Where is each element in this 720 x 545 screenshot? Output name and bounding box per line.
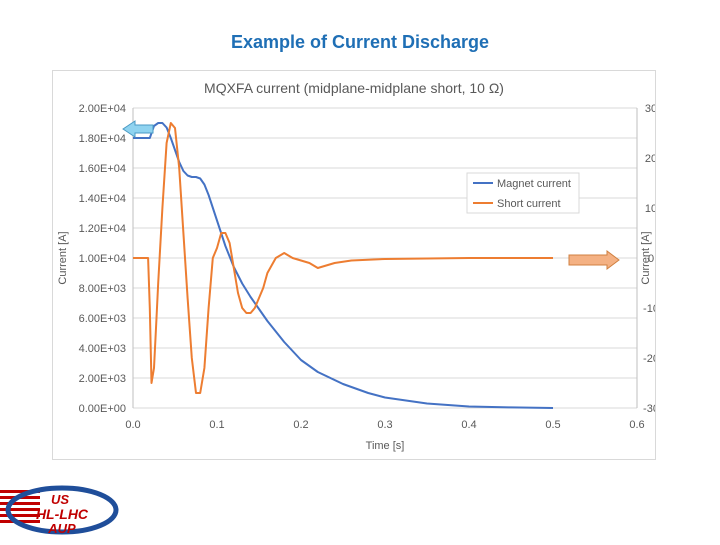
x-tick: 0.1 (209, 419, 224, 431)
logo-line-aup: AUP (47, 521, 76, 536)
y-tick-right: -30 (643, 403, 655, 415)
y-tick-left: 1.20E+04 (79, 223, 126, 235)
x-axis-label: Time [s] (366, 440, 405, 452)
chart-svg: MQXFA current (midplane-midplane short, … (57, 80, 659, 452)
chart-frame: MQXFA current (midplane-midplane short, … (52, 70, 659, 460)
y-axis-label-right: Current [A] (640, 231, 652, 284)
y-tick-left: 2.00E+04 (79, 103, 126, 115)
y-tick-left: 4.00E+03 (79, 343, 126, 355)
y-tick-left: 8.00E+03 (79, 283, 126, 295)
y-axis-label-left: Current [A] (57, 231, 69, 284)
y-tick-left: 6.00E+03 (79, 313, 126, 325)
y-tick-right: -20 (643, 353, 655, 365)
chart-title: MQXFA current (midplane-midplane short, … (204, 80, 504, 96)
logo-swoosh (5, 485, 119, 535)
right-axis-arrow (568, 250, 620, 270)
y-tick-left: 1.80E+04 (79, 133, 126, 145)
y-tick-right: -10 (643, 303, 655, 315)
y-tick-left: 1.60E+04 (79, 163, 126, 175)
slide-title: Example of Current Discharge (230, 32, 490, 52)
y-tick-left: 1.40E+04 (79, 193, 126, 205)
us-hl-lhc-aup-logo: US HL-LHC AUP (0, 482, 130, 540)
x-tick: 0.5 (545, 419, 560, 431)
y-tick-left: 1.00E+04 (79, 253, 126, 265)
x-tick: 0.6 (629, 419, 644, 431)
legend-label-magnet: Magnet current (497, 178, 571, 190)
legend-label-short: Short current (497, 198, 561, 210)
y-tick-right: 30 (645, 103, 655, 115)
y-tick-right: 10 (645, 203, 655, 215)
logo-line-us: US (51, 492, 69, 507)
x-tick: 0.0 (125, 419, 140, 431)
x-tick: 0.4 (461, 419, 476, 431)
logo-line-hl-lhc: HL-LHC (36, 506, 89, 522)
x-tick: 0.2 (293, 419, 308, 431)
x-tick: 0.3 (377, 419, 392, 431)
y-tick-left: 0.00E+00 (79, 403, 126, 415)
legend: Magnet current Short current (466, 172, 580, 214)
y-tick-right: 0 (648, 253, 654, 265)
y-tick-left: 2.00E+03 (79, 373, 126, 385)
series-line-short-current (133, 122, 553, 394)
series-line-magnet-current (133, 122, 554, 409)
y-tick-right: 20 (645, 153, 655, 165)
left-axis-arrow (122, 120, 154, 138)
